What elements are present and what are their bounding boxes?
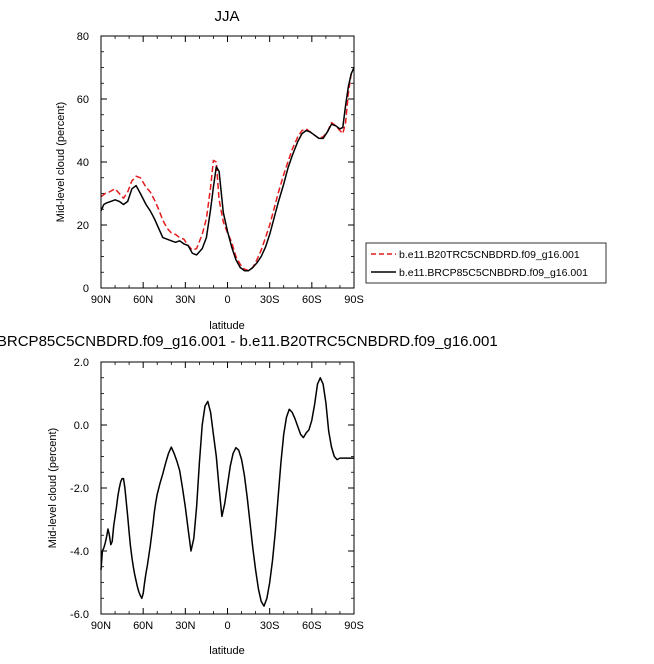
top-y-tick-label: 40 bbox=[77, 157, 89, 169]
bottom-x-tick-label: 60N bbox=[133, 620, 153, 632]
top-series-line-1 bbox=[100, 67, 355, 272]
top-x-tick-label: 30N bbox=[175, 294, 195, 306]
legend-box bbox=[365, 242, 607, 284]
bottom-y-axis-label: Mid-level cloud (percent) bbox=[47, 428, 59, 548]
top-x-tick-label: 30S bbox=[260, 294, 280, 306]
bottom-y-tick-label: -2.0 bbox=[70, 483, 89, 495]
bottom-x-tick-label: 90S bbox=[344, 620, 364, 632]
top-y-tick-label: 0 bbox=[83, 283, 89, 295]
top-panel: JJA 90N 60N 30N 0 30S 60S 90S 0 20 40 60 80 latitud… bbox=[55, 8, 607, 332]
top-x-tick-label: 90S bbox=[344, 294, 364, 306]
bottom-chart-title: b.e11.BRCP85C5CNBDRD.f09_g16.001 - b.e11… bbox=[0, 333, 498, 350]
bottom-series-line-0 bbox=[100, 377, 354, 607]
legend: b.e11.B20TRC5CNBDRD.f09_g16.001 b.e11.BR… bbox=[365, 242, 607, 284]
bottom-y-tick-label: -4.0 bbox=[70, 546, 89, 558]
top-y-tick-label: 60 bbox=[77, 94, 89, 106]
bottom-y-tick-label: 0.0 bbox=[74, 420, 89, 432]
top-y-axis-label: Mid-level cloud (percent) bbox=[55, 102, 67, 222]
bottom-x-axis-label: latitude bbox=[209, 645, 244, 657]
top-x-tick-label: 60S bbox=[302, 294, 322, 306]
top-series-line-0 bbox=[100, 67, 355, 272]
top-x-tick-label: 60N bbox=[133, 294, 153, 306]
bottom-panel: b.e11.BRCP85C5CNBDRD.f09_g16.001 - b.e11… bbox=[0, 333, 498, 657]
top-y-tick-label: 80 bbox=[77, 31, 89, 43]
bottom-x-tick-label: 0 bbox=[224, 620, 230, 632]
top-y-tick-label: 20 bbox=[77, 220, 89, 232]
bottom-x-tick-label: 90N bbox=[91, 620, 111, 632]
top-x-tick-label: 0 bbox=[224, 294, 230, 306]
top-chart-title: JJA bbox=[214, 8, 239, 25]
top-x-axis-label: latitude bbox=[209, 320, 244, 332]
bottom-x-tick-label: 30N bbox=[175, 620, 195, 632]
top-plot-frame bbox=[100, 35, 355, 289]
top-x-tick-label: 90N bbox=[91, 294, 111, 306]
bottom-x-tick-label: 30S bbox=[260, 620, 280, 632]
legend-label-b20trc: b.e11.B20TRC5CNBDRD.f09_g16.001 bbox=[399, 249, 580, 261]
legend-label-brcp85: b.e11.BRCP85C5CNBDRD.f09_g16.001 bbox=[399, 267, 588, 279]
bottom-x-tick-label: 60S bbox=[302, 620, 322, 632]
bottom-y-tick-label: 2.0 bbox=[74, 357, 89, 369]
bottom-y-tick-label: -6.0 bbox=[70, 609, 89, 621]
